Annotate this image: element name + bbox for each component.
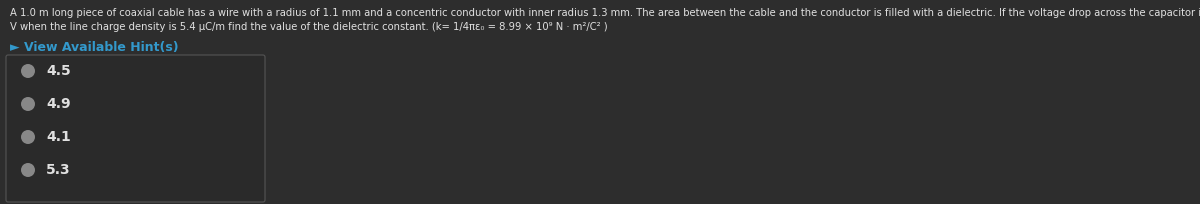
Circle shape xyxy=(22,130,35,144)
Text: V when the line charge density is 5.4 μC/m find the value of the dielectric cons: V when the line charge density is 5.4 μC… xyxy=(10,22,607,32)
FancyBboxPatch shape xyxy=(6,55,265,202)
Circle shape xyxy=(22,64,35,78)
Circle shape xyxy=(22,164,34,176)
Text: 4.5: 4.5 xyxy=(46,64,71,78)
Text: 4.1: 4.1 xyxy=(46,130,71,144)
Circle shape xyxy=(22,97,35,111)
Text: 5.3: 5.3 xyxy=(46,163,71,177)
Circle shape xyxy=(22,98,34,110)
Text: A 1.0 m long piece of coaxial cable has a wire with a radius of 1.1 mm and a con: A 1.0 m long piece of coaxial cable has … xyxy=(10,8,1200,18)
Text: ► View Available Hint(s): ► View Available Hint(s) xyxy=(10,41,179,54)
Circle shape xyxy=(22,65,34,77)
Circle shape xyxy=(22,131,34,143)
Circle shape xyxy=(22,163,35,177)
Text: 4.9: 4.9 xyxy=(46,97,71,111)
